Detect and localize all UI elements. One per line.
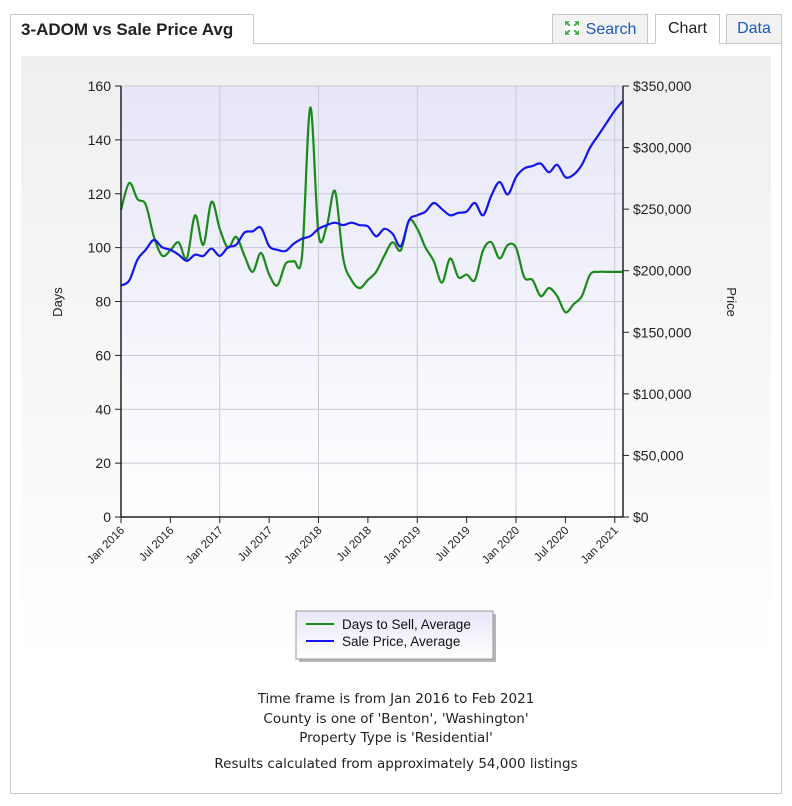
- y-tick-label-right: $250,000: [633, 201, 692, 217]
- y-axis-title-right: Price: [724, 287, 739, 317]
- tab-chart-label: Chart: [667, 20, 708, 37]
- chart-frame: [10, 43, 782, 794]
- footer-property-type: Property Type is 'Residential': [299, 730, 493, 746]
- y-tick-label-right: $100,000: [633, 386, 692, 402]
- y-tick-label-right: $50,000: [633, 447, 684, 463]
- y-tick-label-left: 120: [88, 186, 112, 202]
- footer-county: County is one of 'Benton', 'Washington': [263, 710, 529, 727]
- series-line-days-to-sell: [119, 106, 623, 314]
- footer-results: Results calculated from approximately 54…: [214, 755, 578, 772]
- y-tick-label-left: 0: [103, 509, 111, 525]
- header-divider: [254, 43, 782, 44]
- footer-timeframe: Time frame is from Jan 2016 to Feb 2021: [257, 691, 535, 707]
- tab-search-label: Search: [585, 21, 637, 38]
- chart-footer: Time frame is from Jan 2016 to Feb 2021 …: [0, 690, 792, 774]
- y-tick-label-right: $350,000: [633, 78, 692, 94]
- chart-svg: 0 20 40 60 80 100 120 140 160 $0 $50,000 $100,000 $1…: [21, 56, 771, 662]
- tab-chart[interactable]: Chart: [655, 14, 720, 44]
- y-tick-label-left: 100: [88, 240, 112, 256]
- expand-arrows-icon: [563, 20, 580, 36]
- series-lines: [119, 100, 624, 314]
- legend-box: [295, 610, 494, 660]
- y-tick-label-left: 160: [88, 78, 112, 94]
- y-tick-label-left: 40: [95, 401, 111, 417]
- legend-label-days: Days to Sell, Average: [342, 617, 471, 632]
- legend-label-price: Sale Price, Average: [342, 634, 460, 649]
- y-tick-label-left: 140: [88, 132, 112, 148]
- series-line-sale-price: [120, 100, 624, 287]
- tab-data-label: Data: [737, 20, 771, 37]
- y-tick-label-right: $150,000: [633, 324, 692, 340]
- y-tick-label-left: 20: [95, 455, 111, 471]
- legend: Days to Sell, Average Sale Price, Averag…: [295, 610, 496, 662]
- tab-search[interactable]: Search: [552, 14, 648, 44]
- chart-panel: 3-ADOM vs Sale Price Avg Search Chart Da…: [10, 14, 782, 794]
- y-tick-label-left: 60: [95, 347, 111, 363]
- y-tick-label-right: $200,000: [633, 263, 692, 279]
- tab-data[interactable]: Data: [726, 14, 782, 44]
- y-tick-label-right: $300,000: [633, 140, 692, 156]
- y-tick-label-right: $0: [633, 509, 649, 525]
- y-tick-label-left: 80: [95, 294, 111, 310]
- y-axis-title-left: Days: [50, 287, 65, 317]
- axes: [115, 85, 629, 523]
- panel-title: 3-ADOM vs Sale Price Avg: [10, 14, 254, 44]
